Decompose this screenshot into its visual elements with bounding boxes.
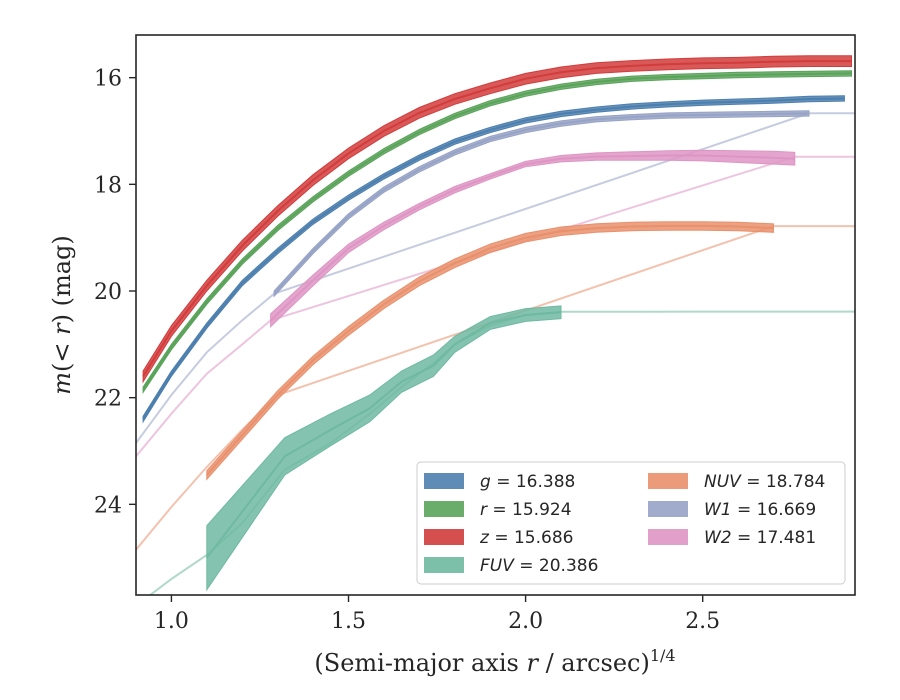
legend-box [416, 461, 846, 585]
legend-label-r: r = 15.924 [480, 500, 572, 520]
legend-label-w1: W1 = 16.669 [704, 500, 816, 520]
x-axis-label: (Semi-major axis r / arcsec)1/4 [314, 646, 675, 677]
series-w2-line [269, 154, 795, 322]
legend-swatch-fuv [424, 557, 464, 573]
series-r-line [142, 72, 852, 391]
series-g-band [142, 95, 845, 424]
legend: g = 16.388 r = 15.924 z = 15.686 FUV = 20.3… [416, 461, 846, 585]
series-z-line [142, 60, 852, 377]
series-g-line [142, 97, 845, 420]
legend-swatch-z [424, 529, 464, 545]
legend-label-nuv: NUV = 18.784 [704, 472, 825, 492]
y-tick-label: 22 [94, 387, 122, 412]
series-r-band [142, 70, 852, 394]
y-axis-label: m(< r) (mag) [48, 235, 76, 395]
y-tick-label: 16 [94, 67, 122, 92]
y-tick-label: 24 [94, 493, 122, 518]
x-tick-label: 2.5 [685, 609, 720, 634]
series-w2-band [270, 149, 796, 328]
series-z-band [142, 55, 852, 384]
legend-label-fuv: FUV = 20.386 [480, 556, 598, 576]
y-tick-label: 20 [94, 280, 122, 305]
y-axis: 16 18 20 22 24 [94, 67, 136, 518]
legend-label-g: g = 16.388 [480, 472, 575, 492]
legend-swatch-w2 [648, 529, 688, 545]
series-w2-extrapolation [136, 155, 855, 457]
x-tick-label: 1.0 [154, 609, 189, 634]
series-w1-band [273, 110, 810, 298]
series-layer [136, 55, 855, 595]
plot-frame [135, 34, 856, 596]
legend-swatch-g [424, 473, 464, 489]
series-fuv-line [206, 311, 562, 559]
series-nuv-line [206, 224, 774, 476]
legend-label-z: z = 15.686 [479, 528, 573, 548]
legend-swatch-w1 [648, 501, 688, 517]
x-tick-label: 1.5 [331, 609, 366, 634]
legend-label-w2: W2 = 17.481 [704, 528, 816, 548]
legend-swatch-r [424, 501, 464, 517]
series-nuv-band [206, 221, 774, 481]
x-axis: 1.0 1.5 2.0 2.5 [154, 595, 720, 634]
y-tick-label: 18 [94, 173, 122, 198]
x-tick-label: 2.0 [508, 609, 543, 634]
series-fuv-band [206, 305, 562, 592]
series-w1-line [273, 112, 810, 295]
legend-swatch-nuv [648, 473, 688, 489]
